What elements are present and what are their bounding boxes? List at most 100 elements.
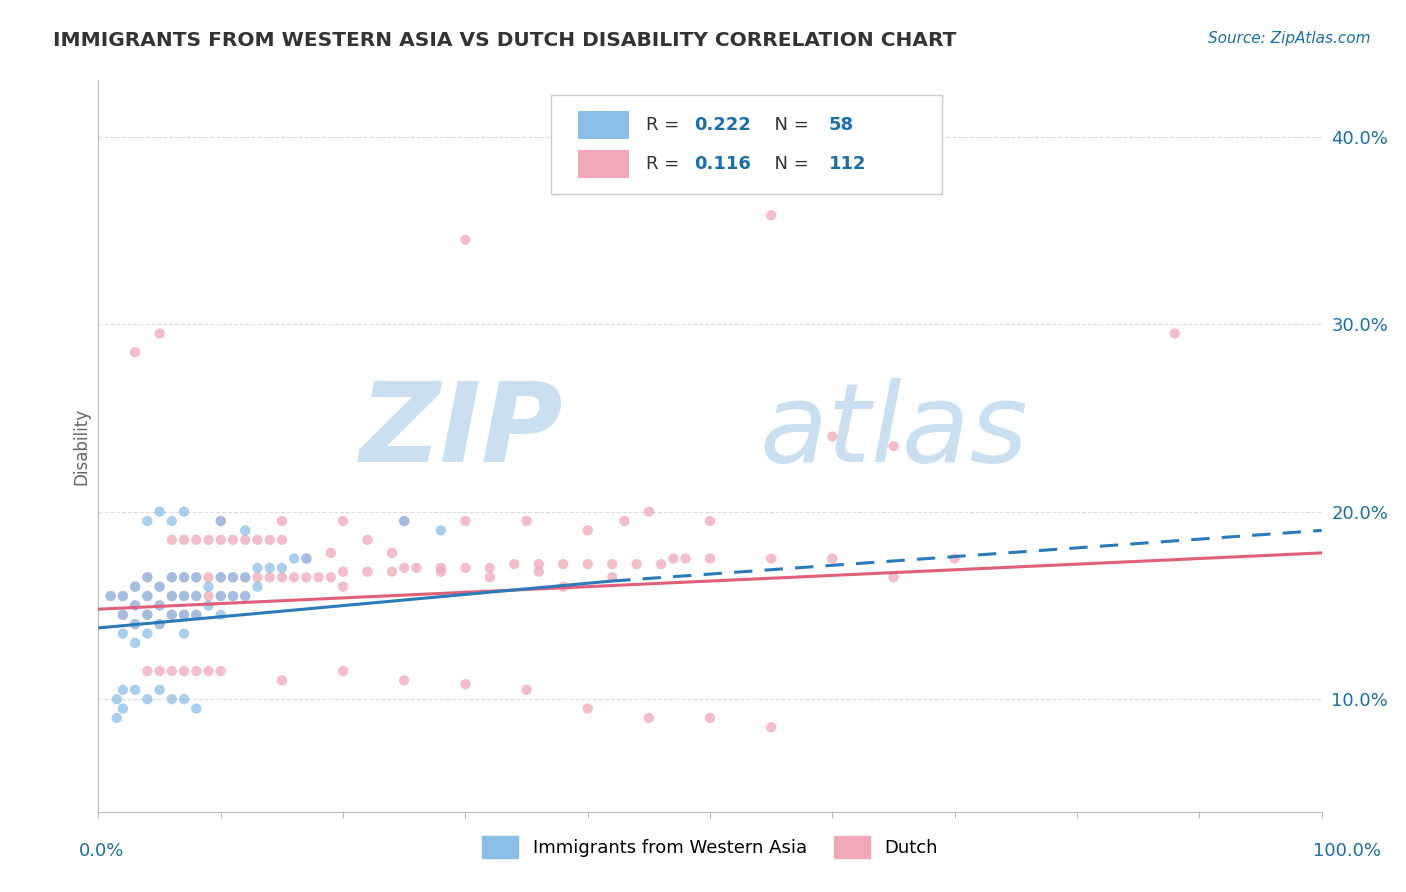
Point: [222, 570, 245, 584]
Point: [124, 345, 146, 359]
Point: [186, 570, 208, 584]
Point: [160, 664, 183, 678]
Point: [283, 570, 305, 584]
Point: [233, 589, 256, 603]
Point: [233, 524, 256, 538]
Point: [295, 570, 318, 584]
Point: [270, 533, 294, 547]
Point: [160, 589, 183, 603]
Point: [149, 326, 172, 341]
Text: 0.0%: 0.0%: [79, 842, 124, 860]
Point: [149, 617, 172, 632]
Point: [136, 664, 159, 678]
Point: [209, 570, 232, 584]
Point: [283, 551, 305, 566]
Point: [454, 514, 477, 528]
Point: [173, 570, 195, 584]
Text: R =: R =: [647, 116, 685, 134]
Point: [381, 546, 404, 560]
Legend: Immigrants from Western Asia, Dutch: Immigrants from Western Asia, Dutch: [475, 829, 945, 865]
Point: [233, 570, 256, 584]
Point: [392, 673, 416, 688]
Point: [662, 551, 685, 566]
FancyBboxPatch shape: [551, 95, 942, 194]
Point: [503, 557, 526, 571]
Point: [392, 561, 416, 575]
Point: [111, 607, 134, 622]
Point: [111, 682, 134, 697]
Point: [173, 589, 195, 603]
Point: [186, 607, 208, 622]
Point: [186, 570, 208, 584]
Point: [883, 570, 905, 584]
Point: [356, 565, 378, 579]
Point: [173, 607, 195, 622]
Point: [197, 570, 219, 584]
Point: [149, 599, 172, 613]
Point: [699, 514, 721, 528]
Point: [246, 580, 269, 594]
Point: [149, 599, 172, 613]
Point: [295, 551, 318, 566]
Point: [160, 533, 183, 547]
Point: [259, 533, 281, 547]
Point: [105, 692, 128, 706]
Point: [124, 617, 146, 632]
Point: [149, 580, 172, 594]
Text: IMMIGRANTS FROM WESTERN ASIA VS DUTCH DISABILITY CORRELATION CHART: IMMIGRANTS FROM WESTERN ASIA VS DUTCH DI…: [53, 31, 957, 50]
Point: [136, 570, 159, 584]
Point: [270, 673, 294, 688]
Point: [246, 570, 269, 584]
Point: [173, 505, 195, 519]
Text: 58: 58: [828, 116, 853, 134]
Point: [173, 626, 195, 640]
Point: [576, 701, 599, 715]
Point: [332, 565, 354, 579]
Text: ZIP: ZIP: [360, 378, 564, 485]
Point: [197, 533, 219, 547]
Text: 100.0%: 100.0%: [1313, 842, 1381, 860]
Text: 0.222: 0.222: [695, 116, 751, 134]
Point: [332, 580, 354, 594]
Text: R =: R =: [647, 154, 692, 173]
Point: [111, 607, 134, 622]
Point: [136, 514, 159, 528]
Point: [699, 551, 721, 566]
Point: [233, 570, 256, 584]
Point: [209, 664, 232, 678]
Point: [160, 570, 183, 584]
Point: [576, 524, 599, 538]
Point: [197, 589, 219, 603]
Point: [173, 607, 195, 622]
Point: [600, 570, 623, 584]
Point: [186, 607, 208, 622]
Text: N =: N =: [762, 116, 814, 134]
Point: [136, 607, 159, 622]
Text: N =: N =: [762, 154, 814, 173]
FancyBboxPatch shape: [578, 111, 630, 139]
Point: [124, 580, 146, 594]
Point: [259, 570, 281, 584]
Point: [883, 439, 905, 453]
Point: [821, 551, 844, 566]
Point: [637, 711, 661, 725]
Point: [356, 533, 378, 547]
Point: [553, 557, 575, 571]
Point: [675, 551, 697, 566]
Point: [626, 557, 648, 571]
Point: [173, 570, 195, 584]
Point: [527, 557, 550, 571]
Point: [246, 561, 269, 575]
Point: [637, 505, 661, 519]
Point: [124, 580, 146, 594]
Point: [124, 599, 146, 613]
Point: [308, 570, 330, 584]
Point: [160, 589, 183, 603]
Point: [124, 617, 146, 632]
Point: [761, 551, 783, 566]
Point: [186, 664, 208, 678]
Text: 112: 112: [828, 154, 866, 173]
Point: [233, 533, 256, 547]
Point: [478, 561, 501, 575]
Text: atlas: atlas: [759, 378, 1028, 485]
